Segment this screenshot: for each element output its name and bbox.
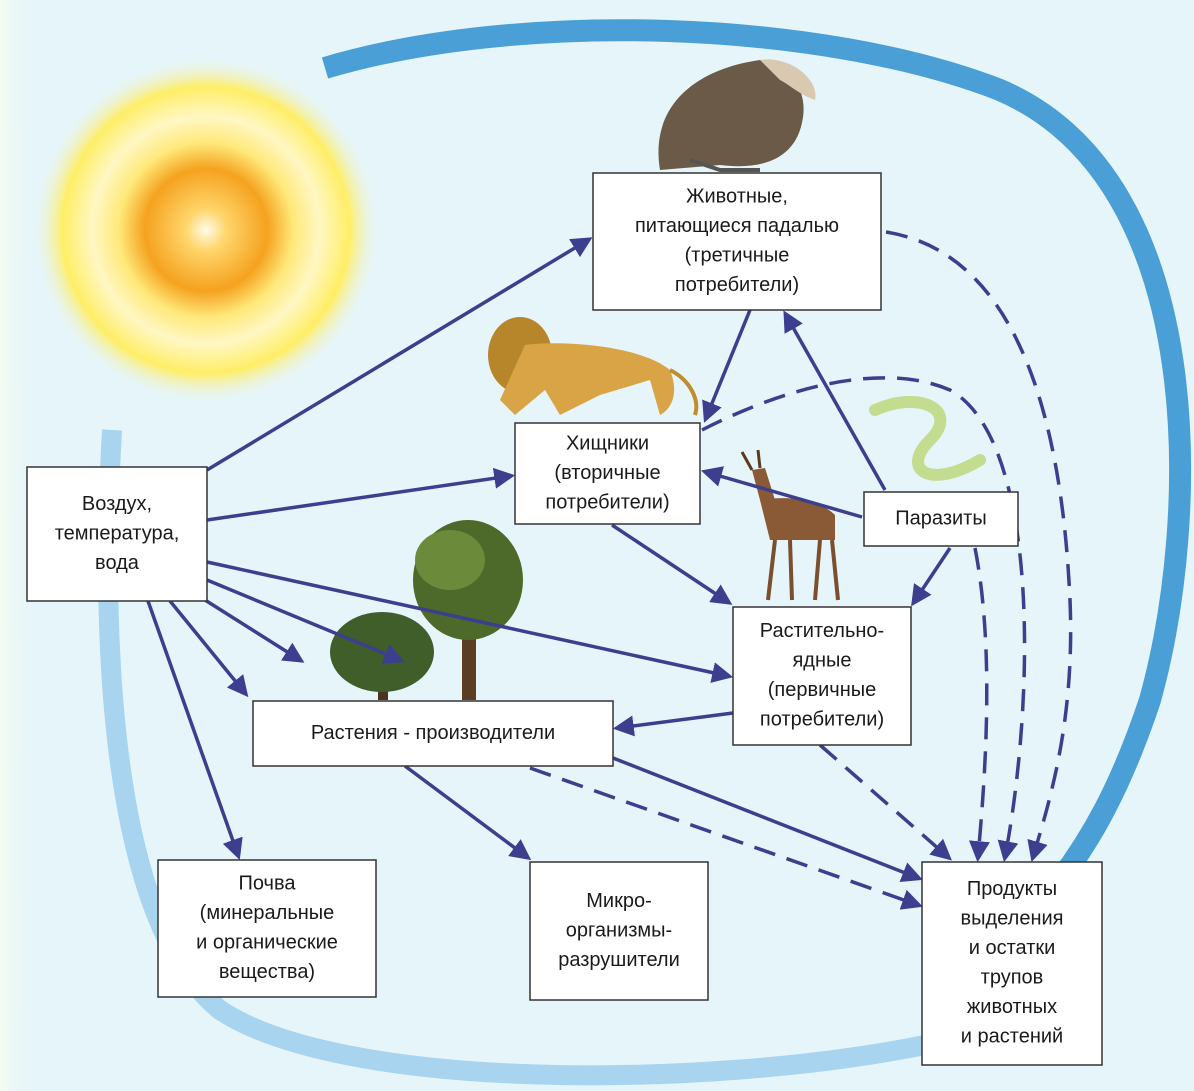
node-label: (первичные	[768, 679, 877, 701]
node: Микро-организмы-разрушители	[530, 862, 708, 1000]
dashed-arrow	[975, 548, 987, 857]
node-label: и остатки	[969, 937, 1056, 959]
node-label: вода	[95, 552, 140, 574]
ecosystem-diagram: Животные, питающиеся падалью (третичные пот…	[0, 0, 1194, 1091]
arrow	[914, 548, 950, 602]
node-label: питающиеся падалью	[635, 215, 839, 237]
antelope	[742, 450, 838, 600]
node-label: животных	[967, 996, 1057, 1018]
arrow	[148, 601, 238, 855]
node-label: организмы-	[566, 919, 672, 941]
dashed-arrow	[820, 745, 948, 857]
node-label: (третичные	[685, 245, 790, 267]
sun	[31, 55, 381, 405]
node-label: вещества)	[219, 961, 315, 983]
node: Продукты выделения и остатки трупов животных…	[922, 862, 1102, 1065]
node-label: Паразиты	[895, 507, 986, 529]
node-label: и органические	[196, 932, 338, 954]
node: Воздух, температура, вода	[27, 467, 207, 601]
node-label: Хищники	[566, 432, 649, 454]
node-label: ядные	[792, 650, 851, 672]
node-label: Микро-	[586, 890, 652, 912]
node-label: (минеральные	[200, 902, 335, 924]
node-label: разрушители	[558, 949, 680, 971]
arrow	[207, 476, 510, 520]
arrow	[786, 315, 885, 490]
arrow	[612, 525, 728, 602]
node: Паразиты	[864, 492, 1018, 546]
lion	[488, 317, 696, 415]
node-label: потребители)	[675, 274, 799, 296]
node-label: Растительно-	[760, 620, 884, 642]
node-label: выделения	[961, 908, 1064, 930]
page: Животные, питающиеся падалью (третичные пот…	[0, 0, 1194, 1091]
node-label: Воздух,	[82, 493, 152, 515]
node: Хищники (вторичные потребители)	[515, 423, 700, 524]
node: Растения - производители	[253, 701, 613, 766]
vulture	[658, 59, 815, 170]
arrow	[613, 758, 918, 878]
arrow	[618, 713, 733, 728]
node-label: потребители)	[545, 491, 669, 513]
node: Животные, питающиеся падалью (третичные пот…	[593, 173, 881, 310]
node-label: Почва	[238, 873, 296, 895]
arrow	[706, 310, 750, 418]
node-label: и растений	[961, 1026, 1063, 1048]
node-label: Продукты	[967, 878, 1057, 900]
node-label: потребители)	[760, 709, 884, 731]
node-label: (вторичные	[554, 462, 660, 484]
node-label: Растения - производители	[311, 722, 555, 744]
parasite-worm	[875, 402, 980, 475]
node-label: температура,	[55, 522, 180, 544]
arrow	[205, 600, 300, 660]
node-label: трупов	[981, 967, 1044, 989]
arrow	[170, 601, 245, 693]
arrow	[405, 766, 527, 857]
node: Растительно-ядные (первичные потребители)	[733, 607, 911, 745]
node-label: Животные,	[686, 186, 788, 208]
node: Почва (минеральные и органические вещества)	[158, 860, 376, 997]
